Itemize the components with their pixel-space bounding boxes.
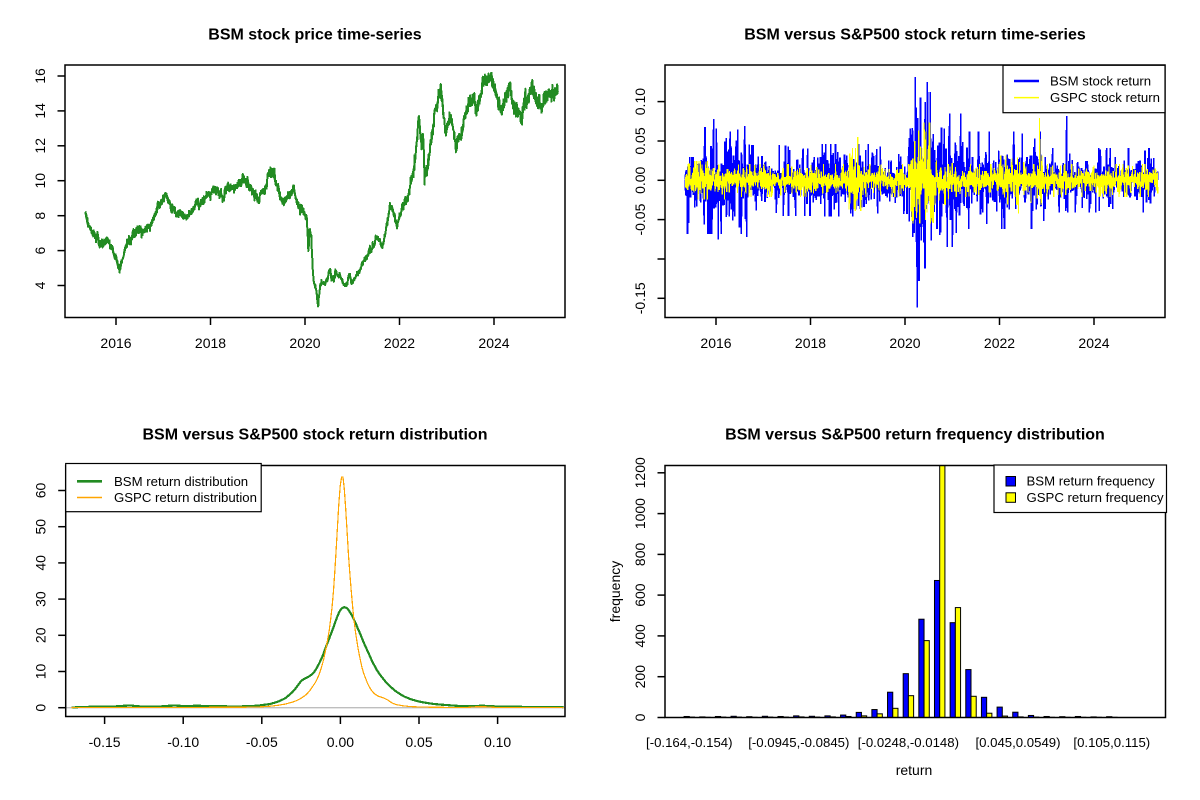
svg-text:2018: 2018 — [195, 335, 226, 351]
svg-text:50: 50 — [33, 519, 49, 535]
svg-text:[0.105,0.115): [0.105,0.115) — [1073, 735, 1150, 750]
svg-text:0.00: 0.00 — [632, 166, 648, 193]
svg-text:2016: 2016 — [700, 335, 731, 351]
svg-text:0.05: 0.05 — [632, 127, 648, 154]
svg-text:BSM versus S&P500 stock return: BSM versus S&P500 stock return time-seri… — [744, 27, 1086, 44]
svg-text:2020: 2020 — [289, 335, 320, 351]
svg-text:[-0.0945,-0.0845): [-0.0945,-0.0845) — [748, 735, 849, 750]
svg-text:2022: 2022 — [984, 335, 1015, 351]
svg-text:40: 40 — [33, 555, 49, 571]
svg-text:0: 0 — [33, 704, 49, 712]
svg-text:20: 20 — [33, 627, 49, 643]
svg-text:2016: 2016 — [100, 335, 131, 351]
svg-text:-0.15: -0.15 — [632, 282, 648, 314]
svg-text:BSM return distribution: BSM return distribution — [114, 474, 248, 489]
svg-text:1000: 1000 — [632, 498, 648, 529]
svg-text:BSM stock price time-series: BSM stock price time-series — [208, 27, 422, 44]
svg-text:8: 8 — [32, 212, 48, 220]
svg-text:14: 14 — [32, 103, 48, 119]
svg-text:10: 10 — [33, 664, 49, 680]
svg-text:1200: 1200 — [632, 457, 648, 488]
svg-text:2018: 2018 — [795, 335, 826, 351]
svg-text:0.10: 0.10 — [632, 88, 648, 115]
svg-text:2024: 2024 — [478, 335, 509, 351]
svg-text:0.05: 0.05 — [405, 734, 432, 750]
svg-text:0.00: 0.00 — [327, 734, 354, 750]
svg-text:GSPC return frequency: GSPC return frequency — [1027, 490, 1164, 505]
svg-text:2024: 2024 — [1078, 335, 1109, 351]
svg-text:BSM stock return: BSM stock return — [1050, 74, 1151, 89]
svg-text:2020: 2020 — [889, 335, 920, 351]
svg-text:2022: 2022 — [384, 335, 415, 351]
svg-text:60: 60 — [33, 483, 49, 499]
svg-text:BSM return frequency: BSM return frequency — [1027, 474, 1156, 489]
svg-text:-0.05: -0.05 — [632, 203, 648, 235]
svg-text:[0.045,0.0549): [0.045,0.0549) — [975, 735, 1060, 750]
svg-text:30: 30 — [33, 591, 49, 607]
svg-text:GSPC stock return: GSPC stock return — [1050, 90, 1160, 105]
svg-text:800: 800 — [632, 543, 648, 567]
svg-text:[-0.164,-0.154): [-0.164,-0.154) — [646, 735, 733, 750]
svg-text:frequency: frequency — [607, 561, 623, 622]
svg-text:4: 4 — [32, 281, 48, 289]
svg-text:16: 16 — [32, 68, 48, 84]
svg-text:0: 0 — [632, 713, 648, 721]
svg-text:-0.15: -0.15 — [89, 734, 121, 750]
svg-text:10: 10 — [32, 173, 48, 189]
svg-text:6: 6 — [32, 246, 48, 254]
svg-text:600: 600 — [632, 583, 648, 607]
svg-text:12: 12 — [32, 138, 48, 154]
svg-text:BSM versus S&P500 return frequ: BSM versus S&P500 return frequency distr… — [725, 427, 1105, 444]
svg-text:-0.10: -0.10 — [167, 734, 199, 750]
svg-text:0.10: 0.10 — [484, 734, 511, 750]
svg-text:return: return — [896, 762, 933, 778]
svg-text:BSM versus S&P500 stock return: BSM versus S&P500 stock return distribut… — [143, 427, 488, 444]
svg-text:400: 400 — [632, 624, 648, 648]
svg-text:-0.05: -0.05 — [246, 734, 278, 750]
svg-text:GSPC return distribution: GSPC return distribution — [114, 490, 257, 505]
svg-text:[-0.0248,-0.0148): [-0.0248,-0.0148) — [858, 735, 959, 750]
svg-text:200: 200 — [632, 665, 648, 689]
